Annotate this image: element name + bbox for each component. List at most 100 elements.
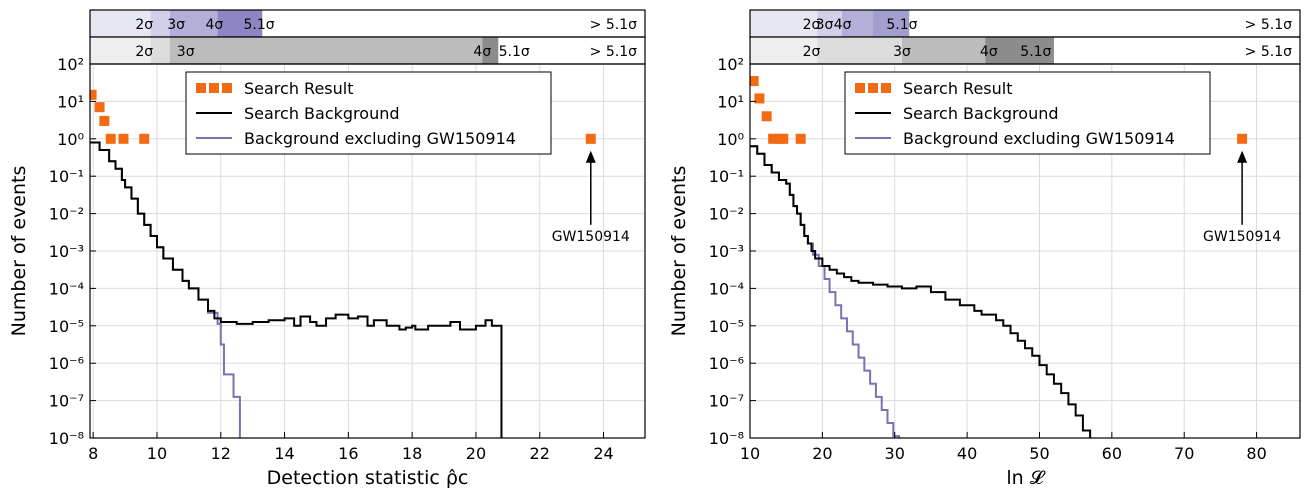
sigma-band-segment [169, 37, 483, 64]
x-tick-label: 60 [1102, 444, 1122, 463]
sigma-band-segment [90, 37, 151, 64]
legend-label: Search Background [244, 104, 400, 123]
y-tick-label: 10⁻¹ [709, 167, 744, 186]
background-series-line [750, 145, 1092, 438]
x-tick-label: 8 [88, 444, 98, 463]
x-tick-label: 12 [211, 444, 231, 463]
sigma-band-segment [750, 37, 818, 64]
search-result-point [94, 102, 105, 113]
sigma-label: 2σ [803, 44, 821, 60]
sigma-label: 3σ [177, 44, 195, 60]
sigma-gt-label: > 5.1σ [590, 17, 637, 33]
plot-area [90, 89, 596, 438]
search-result-point [585, 133, 596, 144]
x-tick-label: 50 [1029, 444, 1049, 463]
search-result-point [139, 133, 150, 144]
y-tick-label: 10⁻⁷ [709, 392, 744, 411]
y-tick-label: 10¹ [717, 92, 744, 111]
y-tick-label: 10⁰ [717, 130, 744, 149]
search-result-point [118, 133, 129, 144]
search-result-point [768, 133, 779, 144]
sigma-label: 4σ [980, 44, 998, 60]
y-tick-label: 10² [57, 55, 84, 74]
background-series-line [90, 141, 503, 438]
legend-marker [196, 83, 206, 93]
x-tick-label: 24 [593, 444, 613, 463]
sigma-gt-label: > 5.1σ [1245, 17, 1292, 33]
y-axis-label: Number of events [668, 166, 690, 337]
legend-marker [209, 83, 219, 93]
y-tick-label: 10⁻¹ [49, 167, 84, 186]
sigma-band-segment [873, 10, 910, 37]
sigma-label: 4σ [206, 17, 224, 33]
y-tick-label: 10⁰ [57, 130, 84, 149]
legend-marker [855, 83, 865, 93]
x-tick-label: 22 [530, 444, 550, 463]
search-result-point [99, 115, 110, 126]
sigma-band-segment [482, 37, 499, 64]
y-tick-label: 10⁻⁶ [709, 354, 744, 373]
legend-box [185, 71, 552, 155]
sigma-band-segment [985, 37, 1054, 64]
legend-label: Search Result [903, 79, 1013, 98]
left-panel: 2σ 3σ 4σ 5.1σ > 5.1σ 2σ 3σ 4σ 5.1σ > 5.1σ GW150914… [8, 9, 646, 489]
search-result-point [105, 133, 116, 144]
y-tick-label: 10⁻² [49, 205, 84, 224]
sigma-label: 5.1σ [1020, 44, 1051, 60]
search-result-point [750, 76, 759, 87]
search-result-point [754, 93, 765, 104]
sigma-band-segment [817, 10, 842, 37]
legend-marker [881, 83, 891, 93]
x-tick-label: 16 [338, 444, 358, 463]
x-tick-label: 70 [1174, 444, 1194, 463]
plot-area [750, 76, 1248, 438]
sigma-band-segment [901, 37, 986, 64]
sigma-label: 4σ [834, 17, 852, 33]
x-tick-label: 40 [957, 444, 977, 463]
search-result-point [778, 133, 789, 144]
sigma-band-segment [169, 10, 218, 37]
x-axis-label: Detection statistic ρ̂c [267, 467, 469, 489]
sigma-band-segment [90, 10, 151, 37]
y-tick-label: 10⁻⁸ [709, 429, 744, 448]
legend-box [844, 71, 1211, 155]
y-tick-label: 10⁻⁵ [49, 317, 84, 336]
sigma-band-segment [217, 10, 263, 37]
y-tick-label: 10⁻³ [709, 242, 744, 261]
search-result-point [795, 133, 806, 144]
sigma-label: 5.1σ [243, 17, 274, 33]
x-tick-label: 10 [740, 444, 760, 463]
sigma-label: 4σ [473, 44, 491, 60]
legend-marker [222, 83, 232, 93]
search-result-point [761, 111, 772, 122]
x-tick-label: 30 [885, 444, 905, 463]
x-axis-label: ln 𝓛 [1006, 467, 1045, 489]
legend-label: Background excluding GW150914 [244, 129, 516, 148]
x-tick-label: 20 [812, 444, 832, 463]
x-tick-label: 80 [1246, 444, 1266, 463]
legend-marker [868, 83, 878, 93]
excluding-gw150914-series-line [90, 141, 241, 438]
y-tick-label: 10⁻⁸ [49, 429, 84, 448]
sigma-band-segment [150, 37, 170, 64]
sigma-band-segment [841, 10, 874, 37]
annotation-arrow-head [585, 150, 596, 163]
sigma-label: 2σ [135, 17, 153, 33]
sigma-label: 3σ [167, 17, 185, 33]
sigma-label: 5.1σ [499, 44, 530, 60]
x-tick-label: 10 [147, 444, 167, 463]
x-tick-label: 18 [402, 444, 422, 463]
x-tick-label: 14 [274, 444, 294, 463]
y-tick-label: 10¹ [57, 92, 84, 111]
sigma-band-segment [150, 10, 170, 37]
x-tick-label: 20 [466, 444, 486, 463]
sigma-gt-label: > 5.1σ [1245, 44, 1292, 60]
legend-label: Search Background [903, 104, 1059, 123]
sigma-band-segment [817, 37, 902, 64]
sigma-band-segment [750, 10, 818, 37]
y-tick-label: 10⁻³ [49, 242, 84, 261]
y-axis-label: Number of events [8, 166, 30, 337]
sigma-gt-label: > 5.1σ [590, 44, 637, 60]
